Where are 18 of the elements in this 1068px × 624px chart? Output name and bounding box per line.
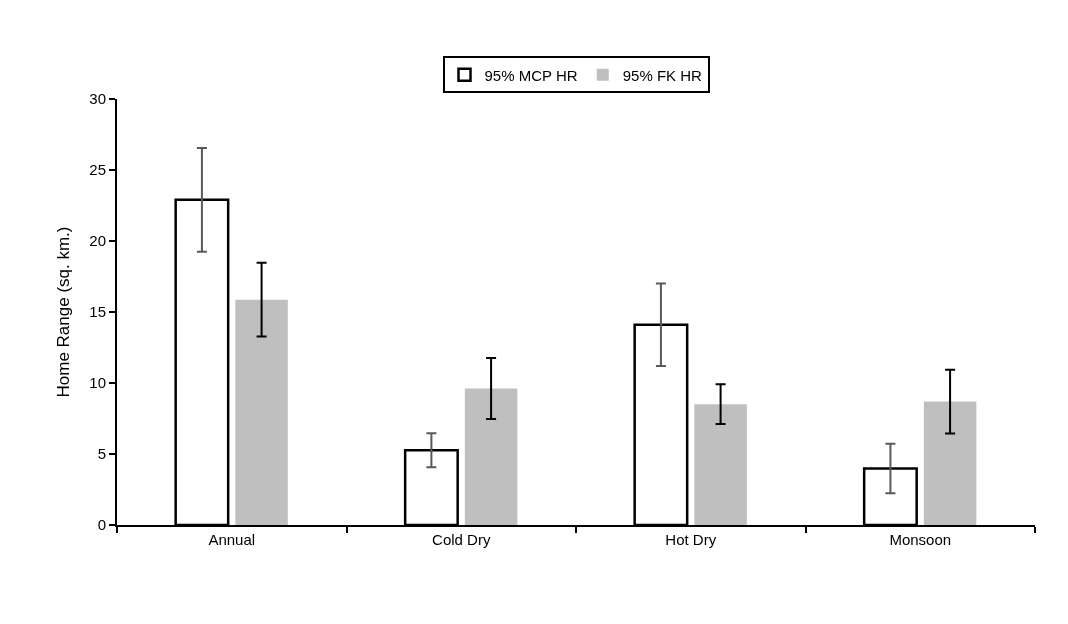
y-tick-label: 10 bbox=[89, 374, 106, 392]
legend-label: 95% MCP HR bbox=[484, 66, 578, 84]
bar bbox=[235, 299, 288, 525]
legend-label: 95% FK HR bbox=[622, 66, 703, 84]
x-tick-label: Hot Dry bbox=[665, 531, 717, 548]
y-tick-label: 5 bbox=[97, 445, 106, 463]
y-tick-label: 25 bbox=[89, 161, 106, 179]
bar bbox=[464, 388, 518, 525]
y-tick-label: 0 bbox=[97, 516, 106, 534]
x-tick-label: Annual bbox=[208, 531, 256, 548]
x-tick-label: Monsoon bbox=[889, 531, 952, 548]
y-axis-title: Home Range (sq. km.) bbox=[54, 226, 74, 398]
bar bbox=[923, 401, 977, 525]
y-tick-label: 20 bbox=[89, 232, 106, 250]
y-tick-label: 30 bbox=[89, 90, 106, 108]
y-tick-label: 15 bbox=[89, 303, 106, 321]
x-tick-label: Cold Dry bbox=[432, 531, 491, 548]
bar bbox=[694, 404, 747, 525]
